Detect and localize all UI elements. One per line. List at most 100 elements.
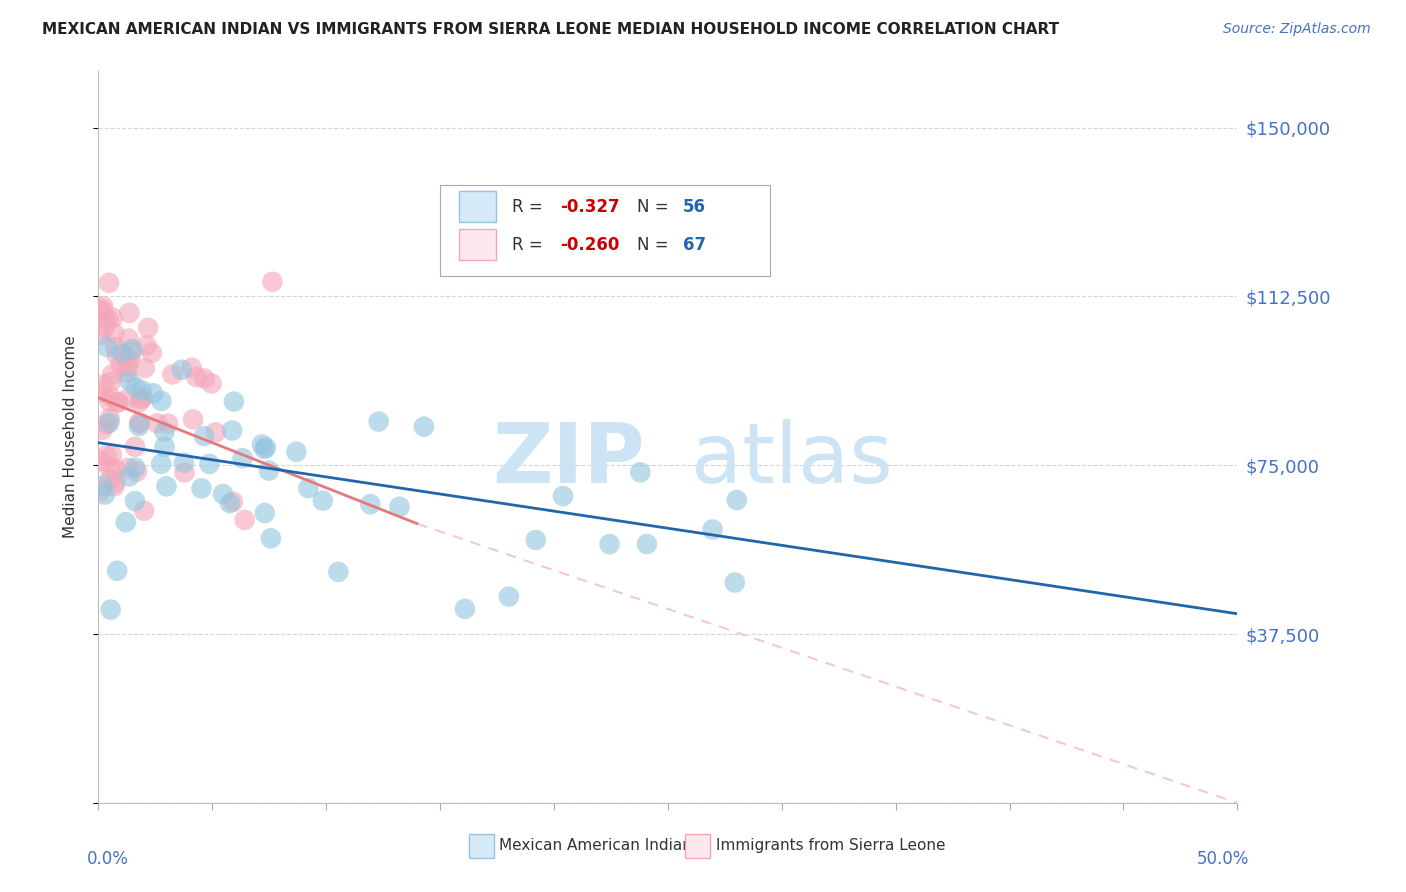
Point [105,348,128,362]
Point [388,500,411,514]
Point [204,425,226,440]
Point [111,346,134,360]
Point [285,444,308,458]
Point [367,415,389,429]
Point [312,493,335,508]
Point [125,465,148,479]
Point [107,395,129,409]
Point [94,311,117,326]
Point [173,466,195,480]
Point [110,358,132,372]
Point [599,537,621,551]
Point [97,312,120,326]
Point [103,479,125,493]
Point [101,448,124,462]
Point [117,460,139,475]
Point [98,416,121,430]
Point [93,299,115,313]
Point [212,487,235,501]
Point [104,340,127,354]
Point [104,462,127,476]
Text: 0.0%: 0.0% [87,850,129,868]
Point [328,565,350,579]
Text: N =: N = [637,198,673,216]
Point [118,353,141,368]
FancyBboxPatch shape [460,229,496,260]
Point [200,376,222,391]
Point [129,392,152,406]
Point [198,457,221,471]
Point [105,564,128,578]
Point [262,275,284,289]
Point [96,417,118,431]
Point [253,506,276,520]
Point [98,394,121,409]
Point [131,384,153,398]
Point [98,472,121,486]
Point [297,481,319,495]
Text: 67: 67 [683,235,706,253]
Point [636,537,658,551]
Point [250,437,273,451]
Point [97,276,120,290]
Point [98,411,121,425]
Point [124,460,146,475]
Point [162,368,184,382]
Point [101,310,124,325]
Point [190,482,212,496]
Point [232,451,254,466]
Point [124,380,146,394]
Point [222,394,245,409]
Point [98,389,121,403]
Point [260,532,283,546]
Point [150,394,173,409]
Point [94,487,117,501]
Point [118,469,141,483]
FancyBboxPatch shape [468,834,494,858]
Point [121,345,143,359]
Point [134,504,156,518]
Text: 50.0%: 50.0% [1197,850,1249,868]
Point [253,442,276,456]
Point [359,497,381,511]
Point [115,392,138,406]
Point [702,523,724,537]
Text: Immigrants from Sierra Leone: Immigrants from Sierra Leone [716,838,945,854]
Point [90,328,112,343]
Point [413,419,436,434]
Text: 56: 56 [683,198,706,216]
Y-axis label: Median Household Income: Median Household Income [63,335,77,539]
Point [91,423,114,437]
Point [186,370,208,384]
Point [150,457,173,471]
Point [155,479,177,493]
Point [128,416,150,430]
Point [124,494,146,508]
Text: atlas: atlas [690,418,893,500]
Text: ZIP: ZIP [492,418,645,500]
FancyBboxPatch shape [460,191,496,222]
Point [142,386,165,401]
Point [153,440,176,454]
Point [131,391,153,405]
Text: R =: R = [512,198,548,216]
Point [128,395,150,409]
Text: Source: ZipAtlas.com: Source: ZipAtlas.com [1223,22,1371,37]
Point [551,489,574,503]
Point [118,306,141,320]
FancyBboxPatch shape [685,834,710,858]
Point [115,365,138,379]
Point [135,338,157,352]
Point [93,377,115,392]
Point [91,302,114,317]
Point [180,360,202,375]
Point [90,454,112,468]
Point [114,515,136,529]
Point [136,321,159,335]
Point [121,343,143,357]
Point [90,304,112,318]
Point [173,456,195,470]
Point [524,533,547,547]
Point [100,602,122,616]
Point [141,346,163,360]
